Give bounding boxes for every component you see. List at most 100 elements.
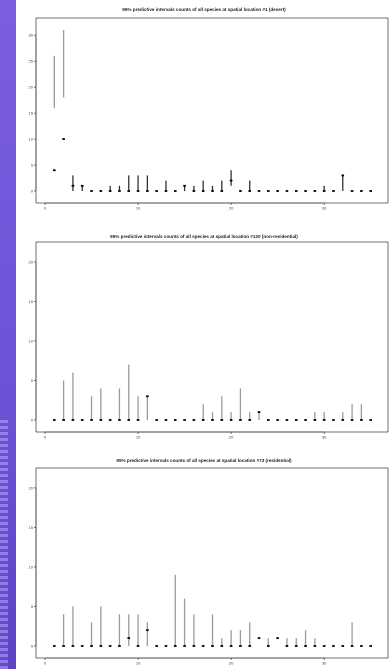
point-estimate: [341, 419, 345, 421]
point-estimate: [239, 645, 242, 647]
point-estimate: [136, 190, 140, 192]
x-tick-label: 20: [229, 206, 234, 211]
y-tick-label: 30: [29, 33, 34, 38]
point-estimate: [350, 645, 354, 647]
y-tick-label: 15: [29, 299, 34, 304]
x-tick-label: 0: [44, 206, 47, 211]
point-estimate: [53, 169, 56, 172]
point-estimate: [229, 645, 233, 647]
chart-desert: 95% predictive intervals counts of all s…: [29, 7, 389, 211]
point-estimate: [164, 645, 168, 647]
point-estimate: [99, 190, 103, 192]
point-estimate: [118, 190, 121, 192]
x-tick-label: 30: [322, 661, 327, 666]
point-estimate: [90, 419, 93, 421]
point-estimate: [313, 645, 317, 647]
point-estimate: [108, 419, 112, 421]
point-estimate: [127, 419, 131, 421]
point-estimate: [322, 645, 326, 647]
x-tick-label: 0: [44, 661, 47, 666]
y-tick-label: 10: [29, 338, 34, 343]
plot-frame: [35, 241, 389, 433]
point-estimate: [267, 419, 270, 421]
point-estimate: [369, 645, 372, 647]
point-estimate: [350, 190, 354, 192]
point-estimate: [304, 645, 307, 647]
y-tick-label: 5: [31, 378, 34, 383]
point-estimate: [127, 637, 131, 639]
chart-non-residential: 95% predictive intervals counts of all s…: [29, 234, 389, 440]
point-estimate: [304, 419, 307, 421]
point-estimate: [201, 419, 205, 421]
point-estimate: [229, 179, 233, 182]
point-estimate: [211, 645, 214, 647]
point-estimate: [285, 419, 289, 421]
point-estimate: [369, 190, 372, 192]
point-estimate: [183, 184, 186, 187]
x-tick-label: 10: [136, 206, 141, 211]
point-estimate: [257, 637, 261, 639]
y-tick-label: 20: [29, 259, 34, 264]
point-estimate: [183, 419, 186, 421]
x-tick-label: 0: [44, 435, 47, 440]
point-estimate: [192, 190, 196, 192]
point-estimate: [267, 645, 270, 647]
point-estimate: [350, 419, 354, 421]
point-estimate: [53, 645, 56, 647]
point-estimate: [136, 645, 140, 647]
y-tick-label: 20: [29, 485, 34, 490]
point-estimate: [173, 190, 177, 192]
left-accent-strip: [0, 420, 8, 669]
point-estimate: [173, 645, 177, 647]
y-tick-label: 0: [31, 417, 34, 422]
point-estimate: [239, 190, 242, 192]
point-estimate: [173, 419, 177, 421]
x-tick-label: 30: [322, 206, 327, 211]
y-tick-label: 10: [29, 136, 34, 141]
point-estimate: [80, 184, 84, 187]
point-estimate: [322, 190, 326, 192]
point-estimate: [136, 419, 140, 421]
x-tick-label: 20: [229, 435, 234, 440]
y-tick-label: 15: [29, 110, 34, 115]
y-tick-label: 5: [31, 604, 34, 609]
y-tick-label: 20: [29, 85, 34, 90]
point-estimate: [201, 645, 205, 647]
point-estimate: [341, 645, 345, 647]
point-estimate: [146, 629, 149, 632]
point-estimate: [71, 645, 75, 647]
point-estimate: [322, 419, 326, 421]
point-estimate: [332, 419, 335, 421]
plot-frame: [35, 17, 389, 204]
point-estimate: [341, 174, 345, 177]
point-estimate: [108, 190, 112, 192]
point-estimate: [53, 419, 56, 421]
point-estimate: [62, 419, 65, 421]
point-estimate: [146, 395, 149, 398]
chart-panel-desert: 95% predictive intervals counts of all s…: [16, 0, 392, 215]
point-estimate: [313, 419, 317, 421]
point-estimate: [62, 138, 65, 140]
point-estimate: [192, 419, 196, 421]
point-estimate: [211, 190, 214, 192]
point-estimate: [164, 419, 168, 421]
point-estimate: [220, 190, 224, 192]
chart-title: 95% predictive intervals counts of all s…: [110, 234, 298, 239]
point-estimate: [239, 419, 242, 421]
x-tick-label: 10: [136, 661, 141, 666]
point-estimate: [127, 190, 131, 192]
point-estimate: [90, 190, 93, 192]
point-estimate: [304, 190, 307, 192]
point-estimate: [294, 645, 298, 647]
point-estimate: [220, 419, 224, 421]
y-tick-label: 0: [31, 188, 34, 193]
point-estimate: [99, 645, 103, 647]
chart-title: 95% predictive intervals counts of all s…: [116, 458, 292, 463]
point-estimate: [118, 419, 121, 421]
point-estimate: [155, 190, 158, 192]
point-estimate: [90, 645, 93, 647]
point-estimate: [108, 645, 112, 647]
y-tick-label: 15: [29, 525, 34, 530]
point-estimate: [276, 190, 279, 192]
point-estimate: [99, 419, 103, 421]
